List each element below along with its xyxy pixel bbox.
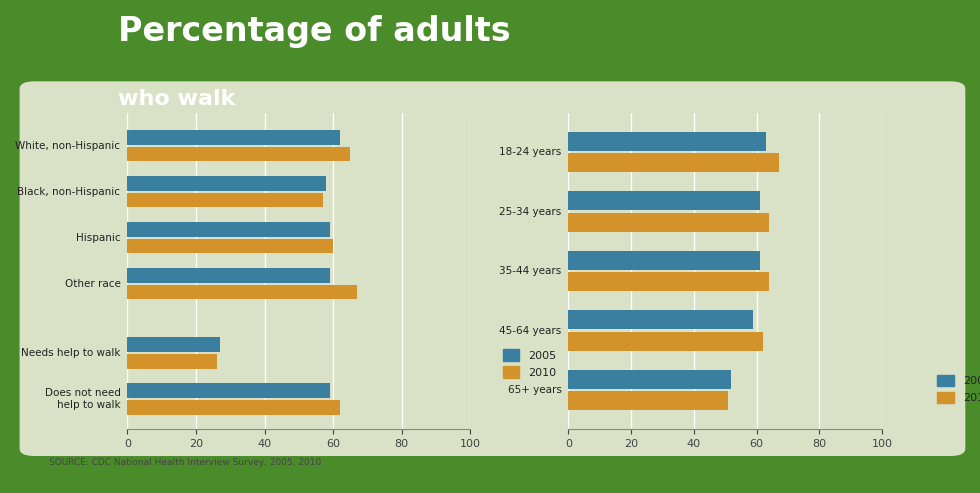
Bar <box>568 191 760 211</box>
Bar <box>568 311 754 329</box>
Text: who walk: who walk <box>118 89 235 109</box>
Bar <box>127 337 220 352</box>
FancyBboxPatch shape <box>20 81 965 456</box>
Bar <box>127 268 329 283</box>
Bar <box>568 370 731 389</box>
Bar <box>568 132 766 151</box>
Bar <box>127 176 326 191</box>
Bar <box>568 153 778 173</box>
Bar <box>568 391 728 411</box>
Bar <box>127 130 340 145</box>
Bar <box>127 146 351 161</box>
Bar <box>127 354 217 369</box>
Bar <box>568 332 762 351</box>
Text: SOURCE: CDC National Health Interview Survey, 2005, 2010.: SOURCE: CDC National Health Interview Su… <box>49 458 324 467</box>
Bar <box>568 251 760 270</box>
Legend: 2005, 2010: 2005, 2010 <box>498 345 561 383</box>
Bar <box>127 400 340 415</box>
Bar <box>127 222 329 237</box>
Text: Percentage of adults: Percentage of adults <box>118 15 511 48</box>
Bar <box>127 239 333 253</box>
Bar <box>568 272 769 291</box>
Bar <box>127 285 357 299</box>
Legend: 2005, 2010: 2005, 2010 <box>933 370 980 408</box>
Bar <box>127 384 329 398</box>
Bar <box>127 193 322 208</box>
Bar <box>568 213 769 232</box>
